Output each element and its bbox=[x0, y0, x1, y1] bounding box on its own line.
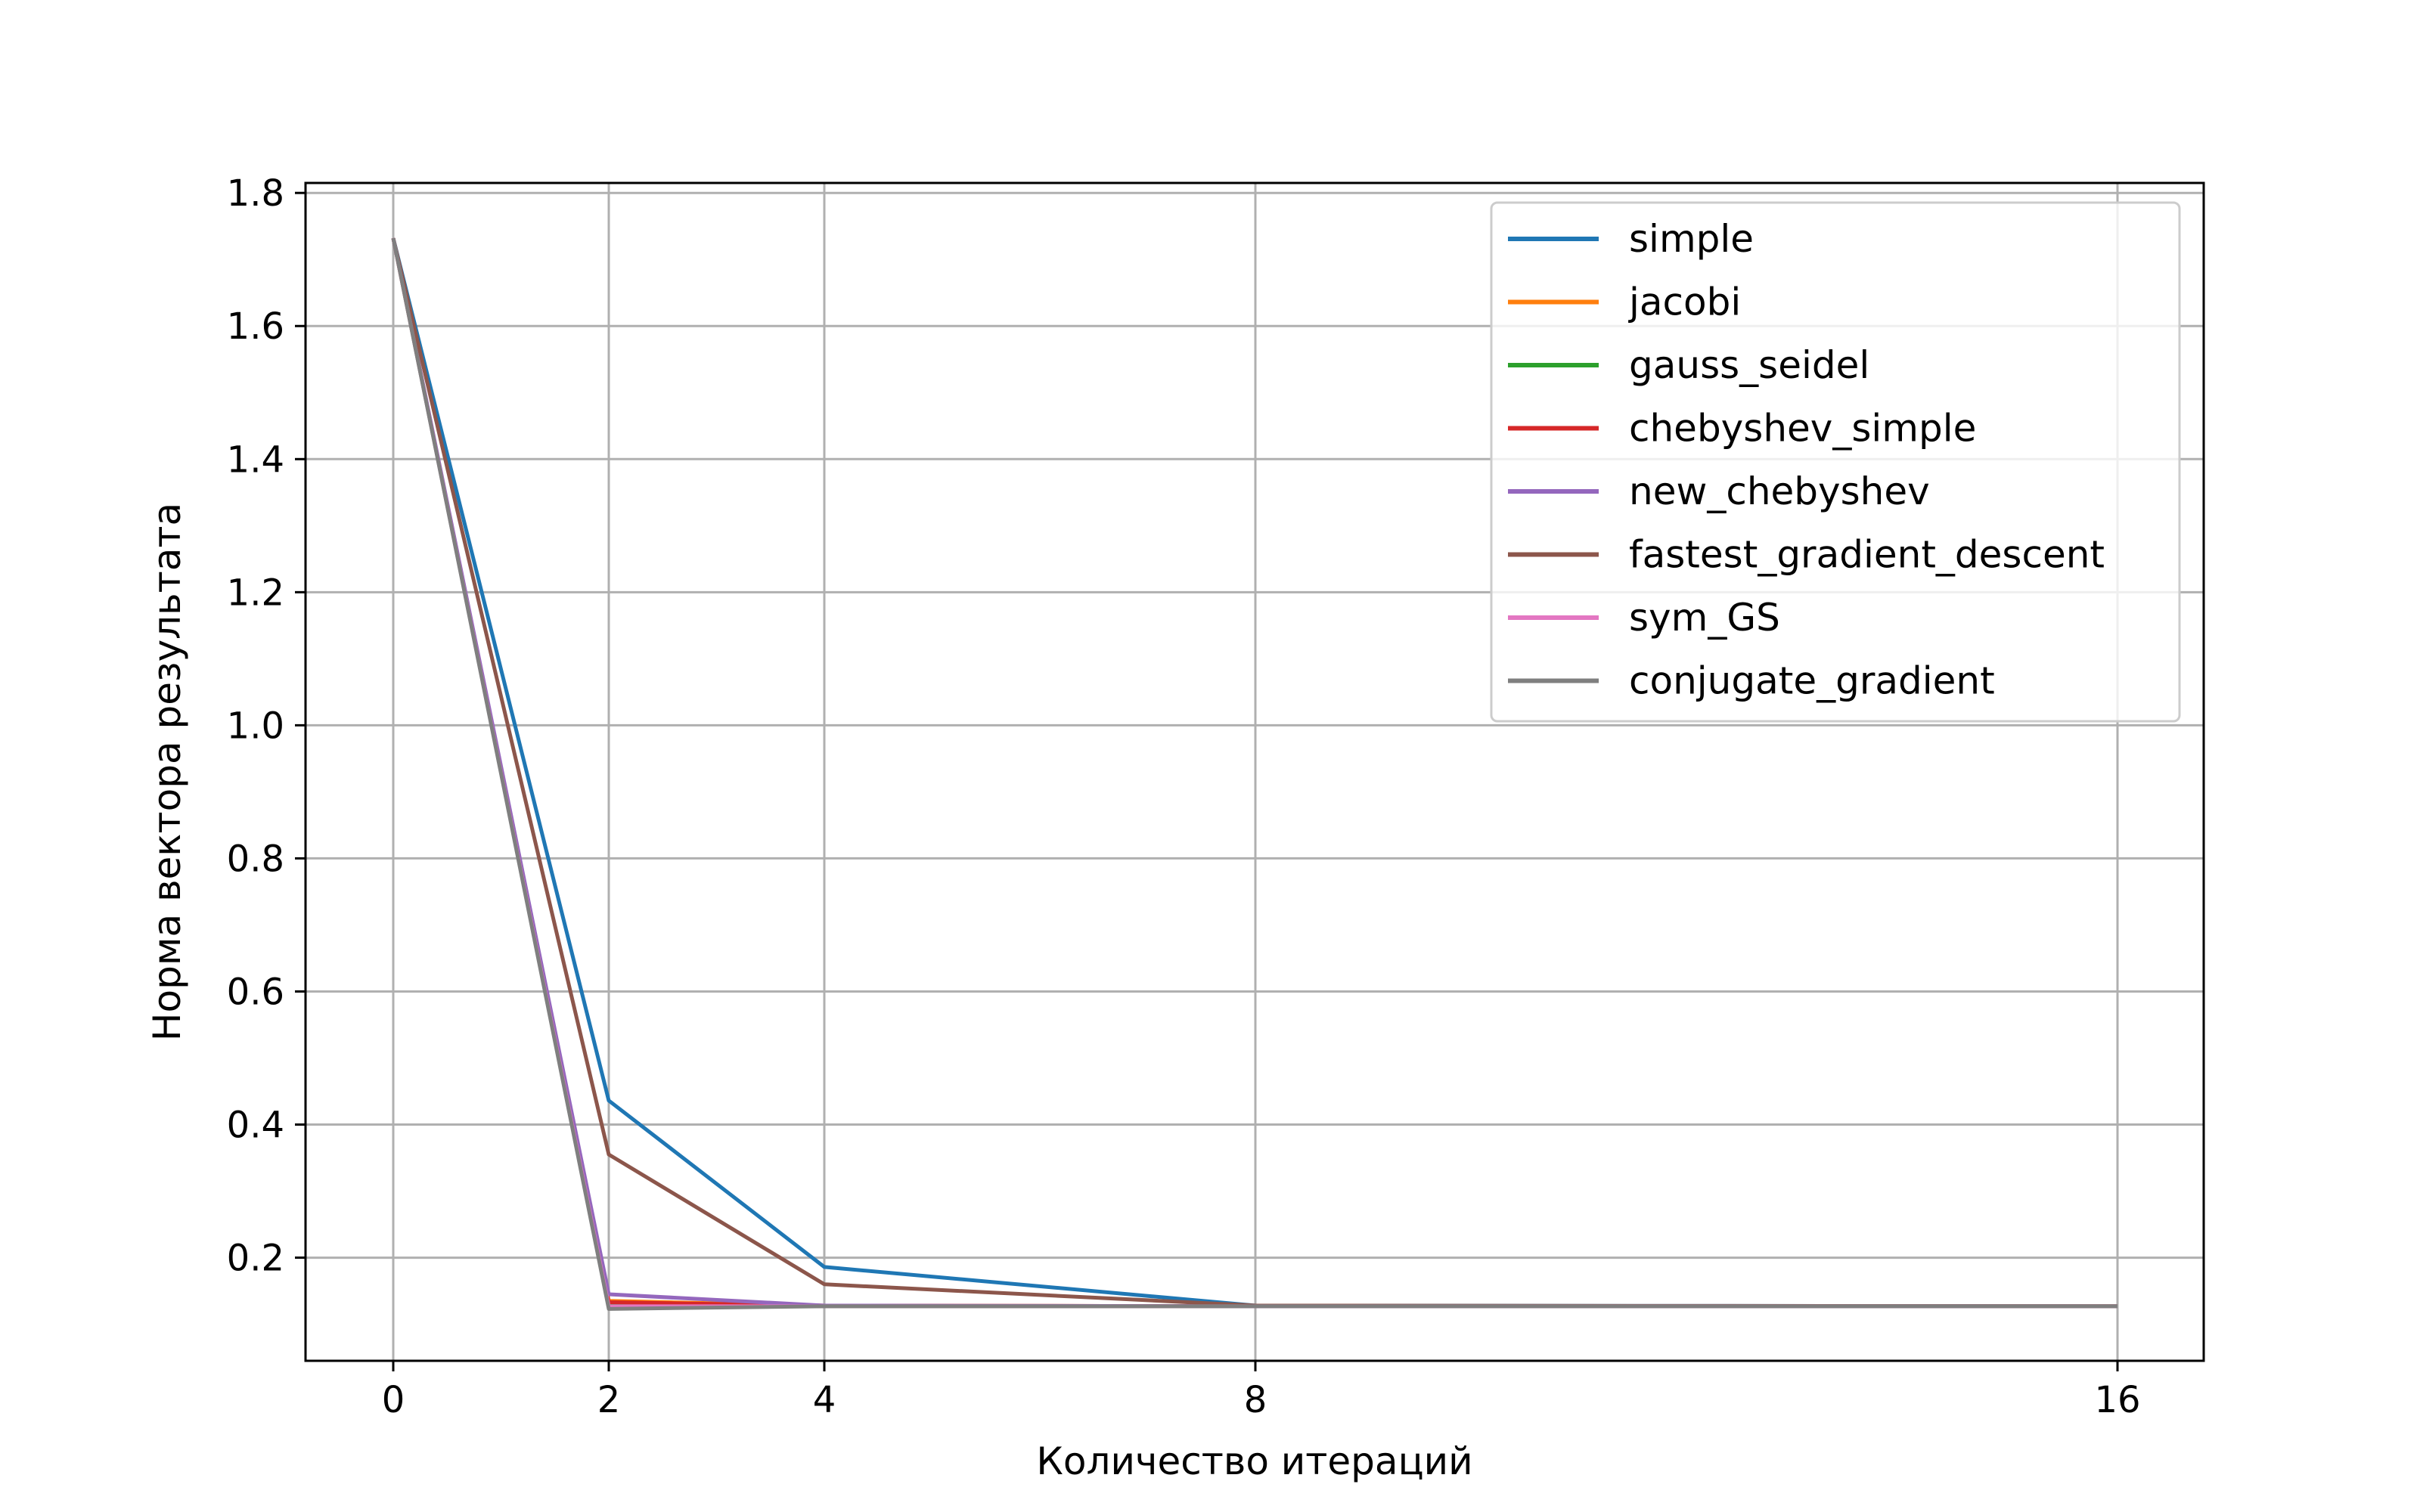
legend-entry: conjugate_gradient bbox=[1508, 659, 1995, 703]
legend-entry: simple bbox=[1508, 217, 1754, 261]
legend-label: jacobi bbox=[1628, 280, 1741, 324]
series-group bbox=[391, 237, 2118, 1311]
y-tick-label: 0.6 bbox=[227, 971, 284, 1013]
legend-label: conjugate_gradient bbox=[1629, 659, 1995, 703]
x-tick-label: 16 bbox=[2094, 1379, 2140, 1421]
y-tick-label: 0.2 bbox=[227, 1238, 284, 1280]
legend-label: new_chebyshev bbox=[1629, 469, 1930, 513]
legend-entry: new_chebyshev bbox=[1508, 469, 1930, 513]
y-tick-label: 1.0 bbox=[227, 705, 284, 747]
legend-entry: chebyshev_simple bbox=[1508, 407, 1976, 451]
legend-label: simple bbox=[1629, 217, 1754, 261]
y-tick-label: 1.8 bbox=[227, 172, 284, 215]
legend-entry: sym_GS bbox=[1508, 596, 1780, 640]
series-line-conjugate-gradient bbox=[391, 237, 2118, 1311]
x-tick-label: 4 bbox=[813, 1379, 836, 1421]
y-tick-label: 1.4 bbox=[227, 438, 284, 481]
legend-entry: fastest_gradient_descent bbox=[1508, 533, 2105, 577]
legend-label: fastest_gradient_descent bbox=[1629, 533, 2105, 577]
legend-label: chebyshev_simple bbox=[1629, 407, 1976, 451]
x-axis-label: Количество итераций bbox=[1036, 1439, 1472, 1483]
y-axis-label: Норма вектора результата bbox=[145, 503, 189, 1041]
legend-entry: gauss_seidel bbox=[1508, 343, 1869, 387]
y-tick-label: 0.4 bbox=[227, 1105, 284, 1147]
legend-label: gauss_seidel bbox=[1629, 343, 1869, 387]
legend: simple jacobi gauss_seidel chebyshev_simple… bbox=[1490, 201, 2181, 723]
x-tick-label: 0 bbox=[382, 1379, 405, 1421]
legend-entry: jacobi bbox=[1508, 280, 1741, 324]
ticks: 0 2 4 8 16 0.2 0.4 0.6 0.8 1.0 1.2 1.4 1.6 1.8 bbox=[227, 172, 2141, 1421]
y-tick-label: 1.6 bbox=[227, 305, 284, 348]
y-tick-label: 0.8 bbox=[227, 838, 284, 880]
x-tick-label: 8 bbox=[1244, 1379, 1267, 1421]
y-tick-label: 1.2 bbox=[227, 572, 284, 614]
x-tick-label: 2 bbox=[597, 1379, 621, 1421]
legend-label: sym_GS bbox=[1629, 596, 1780, 640]
legend-box bbox=[1490, 201, 2181, 723]
